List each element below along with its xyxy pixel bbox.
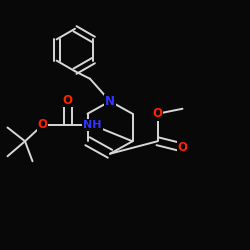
Text: NH: NH — [83, 120, 102, 130]
Text: O: O — [152, 107, 162, 120]
Text: O: O — [178, 141, 188, 154]
Text: O: O — [62, 94, 72, 106]
Text: O: O — [38, 118, 48, 132]
Text: N: N — [105, 95, 115, 108]
